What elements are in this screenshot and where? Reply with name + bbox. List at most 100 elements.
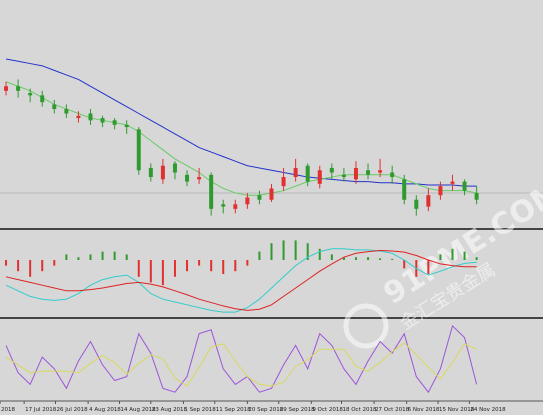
candle-body [16, 86, 21, 91]
histogram-bar [89, 254, 92, 260]
candle-body [100, 118, 105, 123]
candle-body [378, 170, 383, 173]
x-tick-label: 14 Aug 2018 [120, 407, 156, 413]
histogram-bar [234, 260, 237, 272]
candle-body [88, 113, 93, 121]
indicator-line [5, 81, 477, 196]
histogram-bar [125, 254, 128, 260]
histogram-bar [403, 260, 406, 269]
x-tick-label: 11 Sep 2018 [216, 407, 251, 413]
histogram-bar [294, 240, 297, 260]
candle-body [52, 104, 57, 109]
x-tick-label: 27 Oct 2018 [375, 407, 410, 413]
histogram-bar [427, 260, 430, 274]
candle-body [112, 120, 117, 125]
histogram-bar [391, 258, 394, 260]
candle-body [281, 177, 286, 187]
histogram-bar [282, 240, 285, 260]
candle-body [317, 170, 322, 184]
histogram-bar [149, 260, 152, 283]
candle-body [269, 188, 274, 200]
histogram-bar [77, 257, 80, 260]
histogram-bar [379, 258, 382, 260]
histogram-bar [137, 260, 140, 277]
candle-body [462, 181, 467, 191]
panel-separator [0, 228, 543, 230]
x-tick-label: 26 Jul 2018 [57, 407, 89, 413]
histogram-bar [53, 260, 56, 266]
candle-body [245, 197, 250, 205]
candle-body [148, 167, 153, 178]
histogram-bar [173, 260, 176, 277]
histogram-bar [41, 260, 44, 272]
histogram-bar [101, 251, 104, 260]
histogram-bar [367, 257, 370, 260]
candle-body [402, 179, 407, 200]
candle-body [341, 174, 346, 178]
candle-body [124, 124, 129, 128]
histogram-bar [354, 257, 357, 260]
indicator-line [5, 58, 477, 187]
histogram-bar [318, 248, 321, 260]
candle-body [76, 115, 81, 119]
histogram-bar [17, 260, 20, 272]
histogram-bar [463, 251, 466, 260]
candle-body [293, 167, 298, 178]
candle-body [136, 129, 141, 171]
x-tick-label: 2018 [1, 407, 15, 413]
histogram-bar [451, 248, 454, 260]
candle-body [366, 170, 371, 175]
indicator-line [5, 342, 477, 387]
histogram-bar [161, 260, 164, 286]
histogram-bar [29, 260, 32, 277]
x-tick-label: 23 Aug 2018 [152, 407, 188, 413]
candle-body [233, 204, 238, 209]
candle-body [64, 108, 69, 114]
candle-body [474, 192, 479, 200]
candle-body [221, 204, 226, 207]
histogram-bar [270, 243, 273, 260]
candle-body [414, 199, 419, 209]
histogram-bar [65, 254, 68, 260]
candle-body [305, 165, 310, 182]
histogram-bar [306, 243, 309, 260]
histogram-bar [186, 260, 189, 272]
panel-separator [0, 317, 543, 319]
candle-body [390, 172, 395, 178]
histogram-bar [5, 260, 8, 266]
x-tick-label: 20 Sep 2018 [248, 407, 283, 413]
candle-body [172, 163, 177, 173]
candle-body [257, 195, 262, 200]
histogram-bar [246, 260, 249, 266]
indicator-line [5, 249, 477, 311]
candle-body [185, 174, 190, 182]
x-tick-label: 18 Oct 2018 [342, 407, 377, 413]
candle-body [197, 177, 202, 180]
x-tick-label: 15 Nov 2018 [439, 407, 475, 413]
x-tick-label: 9 Oct 2018 [312, 407, 343, 413]
candle-body [160, 165, 165, 180]
x-tick-label: 24 Nov 2018 [470, 407, 506, 413]
candle-body [438, 186, 443, 196]
x-tick-label: 4 Aug 2018 [89, 407, 121, 413]
indicator-line [5, 324, 478, 394]
histogram-bar [342, 257, 345, 260]
x-tick-label: 1 Sep 2018 [184, 407, 216, 413]
candle-body [353, 167, 358, 180]
x-tick-label: 29 Sep 2018 [280, 407, 315, 413]
histogram-bar [222, 260, 225, 274]
watermark-logo [343, 303, 389, 349]
candle-body [28, 93, 33, 96]
histogram-bar [439, 254, 442, 260]
histogram-bar [475, 257, 478, 260]
x-tick-label: 6 Nov 2018 [408, 407, 440, 413]
x-tick-label: 17 Jul 2018 [25, 407, 57, 413]
histogram-bar [113, 251, 116, 260]
candle-body [329, 167, 334, 173]
histogram-bar [258, 251, 261, 260]
candle-body [40, 95, 45, 103]
histogram-bar [330, 254, 333, 260]
candle-body [426, 195, 431, 207]
